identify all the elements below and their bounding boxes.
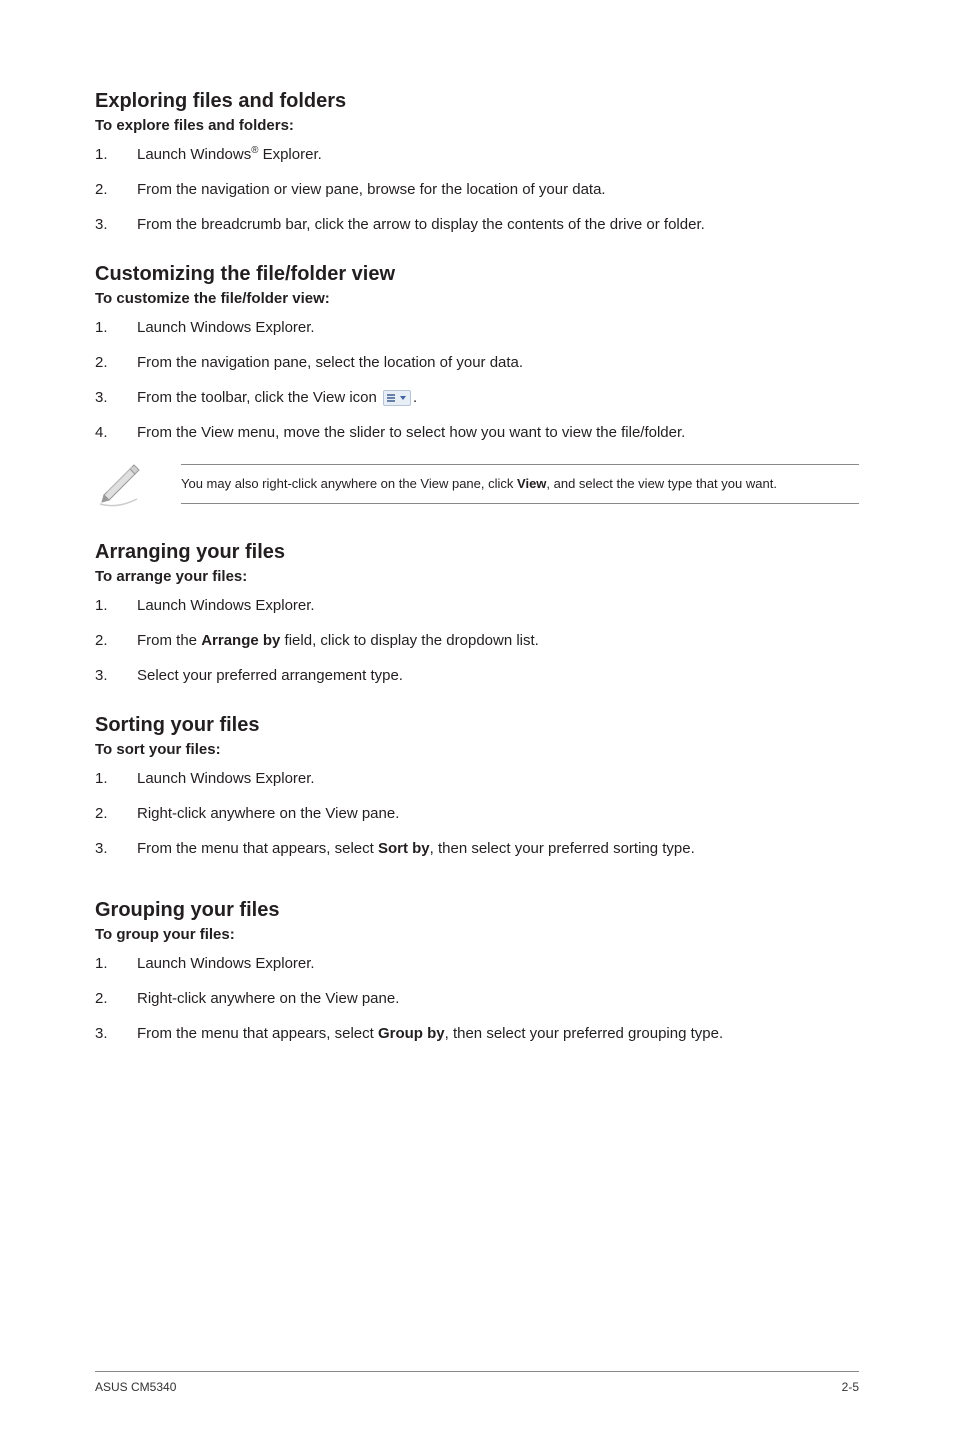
sub-exploring: To explore files and folders: xyxy=(95,117,859,134)
step-text: Launch Windows Explorer. xyxy=(137,768,859,789)
list-item: 2.From the navigation pane, select the l… xyxy=(95,352,859,373)
document-page: Exploring files and folders To explore f… xyxy=(0,0,954,1438)
step-number: 2. xyxy=(95,803,137,824)
step-number: 3. xyxy=(95,387,137,408)
list-item: 1.Launch Windows Explorer. xyxy=(95,768,859,789)
sub-customizing: To customize the file/folder view: xyxy=(95,290,859,307)
step-number: 1. xyxy=(95,144,137,165)
step-number: 2. xyxy=(95,630,137,651)
page-footer: ASUS CM5340 2-5 xyxy=(95,1371,859,1394)
list-item: 2.Right-click anywhere on the View pane. xyxy=(95,803,859,824)
step-text: From the toolbar, click the View icon . xyxy=(137,387,859,408)
heading-grouping: Grouping your files xyxy=(95,899,859,922)
step-number: 4. xyxy=(95,422,137,443)
step-text: Launch Windows Explorer. xyxy=(137,595,859,616)
step-number: 2. xyxy=(95,352,137,373)
footer-left: ASUS CM5340 xyxy=(95,1380,176,1394)
sub-sorting: To sort your files: xyxy=(95,741,859,758)
list-item: 4.From the View menu, move the slider to… xyxy=(95,422,859,443)
heading-exploring: Exploring files and folders xyxy=(95,90,859,113)
step-text: Select your preferred arrangement type. xyxy=(137,665,859,686)
sub-arranging: To arrange your files: xyxy=(95,568,859,585)
sub-grouping: To group your files: xyxy=(95,926,859,943)
list-item: 1.Launch Windows® Explorer. xyxy=(95,144,859,165)
step-text: From the navigation or view pane, browse… xyxy=(137,179,859,200)
heading-arranging: Arranging your files xyxy=(95,541,859,564)
step-number: 3. xyxy=(95,1023,137,1044)
step-number: 1. xyxy=(95,595,137,616)
steps-customizing: 1.Launch Windows Explorer. 2.From the na… xyxy=(95,317,859,443)
step-text: Launch Windows Explorer. xyxy=(137,953,859,974)
list-item: 1.Launch Windows Explorer. xyxy=(95,953,859,974)
steps-sorting: 1.Launch Windows Explorer. 2.Right-click… xyxy=(95,768,859,859)
heading-sorting: Sorting your files xyxy=(95,714,859,737)
step-text: From the navigation pane, select the loc… xyxy=(137,352,859,373)
footer-right: 2-5 xyxy=(842,1380,859,1394)
step-text: From the menu that appears, select Sort … xyxy=(137,838,859,859)
steps-arranging: 1.Launch Windows Explorer. 2.From the Ar… xyxy=(95,595,859,686)
step-number: 1. xyxy=(95,768,137,789)
step-text: Launch Windows Explorer. xyxy=(137,317,859,338)
step-text: From the Arrange by field, click to disp… xyxy=(137,630,859,651)
list-item: 2.From the navigation or view pane, brow… xyxy=(95,179,859,200)
list-item: 2.Right-click anywhere on the View pane. xyxy=(95,988,859,1009)
step-text: Right-click anywhere on the View pane. xyxy=(137,988,859,1009)
list-item: 3.From the menu that appears, select Sor… xyxy=(95,838,859,859)
steps-grouping: 1.Launch Windows Explorer. 2.Right-click… xyxy=(95,953,859,1044)
steps-exploring: 1.Launch Windows® Explorer. 2.From the n… xyxy=(95,144,859,235)
step-number: 3. xyxy=(95,838,137,859)
step-number: 2. xyxy=(95,988,137,1009)
heading-customizing: Customizing the file/folder view xyxy=(95,263,859,286)
step-text: Launch Windows® Explorer. xyxy=(137,144,859,165)
view-dropdown-icon xyxy=(383,390,411,406)
step-text: Right-click anywhere on the View pane. xyxy=(137,803,859,824)
list-item: 1.Launch Windows Explorer. xyxy=(95,317,859,338)
list-item: 1.Launch Windows Explorer. xyxy=(95,595,859,616)
step-text: From the breadcrumb bar, click the arrow… xyxy=(137,214,859,235)
step-number: 1. xyxy=(95,317,137,338)
pencil-icon xyxy=(95,459,181,509)
list-item: 3.From the menu that appears, select Gro… xyxy=(95,1023,859,1044)
step-number: 3. xyxy=(95,214,137,235)
step-text: From the menu that appears, select Group… xyxy=(137,1023,859,1044)
note-text: You may also right-click anywhere on the… xyxy=(181,464,859,504)
step-number: 1. xyxy=(95,953,137,974)
step-number: 2. xyxy=(95,179,137,200)
note-block: You may also right-click anywhere on the… xyxy=(95,459,859,509)
list-item: 3.From the toolbar, click the View icon … xyxy=(95,387,859,408)
step-number: 3. xyxy=(95,665,137,686)
list-item: 2.From the Arrange by field, click to di… xyxy=(95,630,859,651)
list-item: 3.From the breadcrumb bar, click the arr… xyxy=(95,214,859,235)
step-text: From the View menu, move the slider to s… xyxy=(137,422,859,443)
list-item: 3.Select your preferred arrangement type… xyxy=(95,665,859,686)
